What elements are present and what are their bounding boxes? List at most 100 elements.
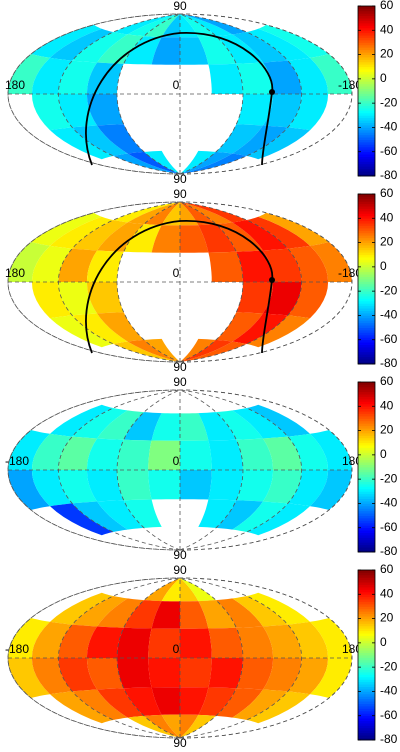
colorbar-slice xyxy=(358,354,375,358)
colorbar-slice xyxy=(358,54,375,58)
orbit-curve xyxy=(85,220,274,354)
colorbar-slice xyxy=(358,501,375,504)
heat-cell xyxy=(113,14,180,35)
x-tick-label: -180 xyxy=(338,266,362,280)
colorbar-slice xyxy=(358,391,375,395)
meridian-tick xyxy=(7,13,181,175)
heat-cell xyxy=(287,57,329,94)
heat-cell xyxy=(86,250,124,282)
heat-cell xyxy=(151,601,180,629)
heat-cell xyxy=(246,216,310,249)
heat-cell xyxy=(208,470,243,501)
colorbar-tick-label: -20 xyxy=(380,95,398,109)
heat-cell xyxy=(208,627,243,658)
heat-cell xyxy=(287,658,329,695)
colorbar-slice xyxy=(358,691,375,695)
heat-cell xyxy=(97,34,145,64)
heat-cell xyxy=(180,601,209,629)
colorbar-slice xyxy=(358,606,375,610)
heat-cell xyxy=(113,202,180,223)
heat-cell xyxy=(144,150,180,174)
colorbar-slice xyxy=(358,110,375,114)
heat-cell xyxy=(232,408,288,439)
colorbar-frame xyxy=(357,381,376,553)
colorbar-slice xyxy=(358,235,375,239)
colorbar-slice xyxy=(358,570,375,573)
y-tick-label: 90 xyxy=(173,563,187,577)
colorbar-slice xyxy=(358,168,375,172)
colorbar-slice xyxy=(358,232,375,236)
colorbar-slice xyxy=(358,589,375,593)
colorbar-slice xyxy=(358,8,375,12)
colorbar-slice xyxy=(358,530,375,533)
colorbar-slice xyxy=(358,220,375,224)
colorbar-slice xyxy=(358,115,375,119)
colorbar-slice xyxy=(358,64,375,68)
colorbar-slice xyxy=(358,652,375,656)
sky-map: 180 0 -180 90 90 60 40 20 0 -20 -40 -60 -80 xyxy=(5,186,398,374)
colorbar-slice xyxy=(358,715,375,719)
heat-cell xyxy=(180,153,247,174)
heat-cell xyxy=(310,242,352,282)
colorbar-slice xyxy=(358,211,375,214)
colorbar-slice xyxy=(358,481,375,485)
heat-cell xyxy=(97,500,145,530)
colorbar-slice xyxy=(358,330,375,333)
meridian-tick xyxy=(7,201,181,363)
colorbar-slice xyxy=(358,47,375,51)
colorbar-slice xyxy=(358,689,375,692)
colorbar-slice xyxy=(358,503,375,507)
colorbar-tick-label: 20 xyxy=(380,423,394,437)
heat-cell xyxy=(50,404,114,437)
heat-cell xyxy=(215,500,263,530)
heat-cell xyxy=(208,63,243,94)
colorbar-slice xyxy=(358,223,375,226)
colorbar-slice xyxy=(358,510,375,514)
colorbar-slice xyxy=(358,249,375,253)
sky-map: -180 0 180 90 90 60 40 20 0 -20 -40 -60 -80 xyxy=(5,562,398,750)
colorbar-slice xyxy=(358,672,375,675)
colorbar-slice xyxy=(358,237,375,241)
y-tick-label: 90 xyxy=(173,0,187,13)
colorbar-slice xyxy=(358,44,375,48)
colorbar-slice xyxy=(358,344,375,348)
heat-cell xyxy=(208,251,243,282)
colorbar-slice xyxy=(358,505,375,509)
heat-cell xyxy=(246,404,310,437)
heat-cell xyxy=(180,202,216,226)
heat-cell xyxy=(148,658,180,688)
heat-cell xyxy=(287,470,329,507)
colorbar-slice xyxy=(358,638,375,641)
heat-cell xyxy=(72,32,128,63)
heat-cell xyxy=(50,592,114,625)
colorbar-tick-label: -60 xyxy=(380,144,398,158)
x-tick-label: -180 xyxy=(5,454,29,468)
colorbar-slice xyxy=(358,225,375,229)
colorbar-slice xyxy=(358,467,375,470)
colorbar-slice xyxy=(358,274,375,277)
heat-cell xyxy=(144,14,180,38)
colorbar-slice xyxy=(358,508,375,512)
heat-cell xyxy=(31,658,73,695)
x-tick-label: 0 xyxy=(173,642,180,656)
colorbar-slice xyxy=(358,667,375,670)
colorbar-slice xyxy=(358,735,375,738)
colorbar-slice xyxy=(358,579,375,583)
heat-cell xyxy=(236,62,274,94)
colorbar-frame xyxy=(357,5,376,177)
x-tick-label: 0 xyxy=(173,266,180,280)
colorbar-slice xyxy=(358,279,375,282)
colorbar-slice xyxy=(358,708,375,712)
colorbar-slice xyxy=(358,259,375,263)
colorbar-slice xyxy=(358,537,375,541)
heat-cell xyxy=(198,412,237,441)
x-tick-label: 180 xyxy=(5,78,25,92)
colorbar-tick-label: 0 xyxy=(380,71,387,85)
heat-cell xyxy=(8,54,50,94)
colorbar-tick-label: -20 xyxy=(380,471,398,485)
colorbar-slice xyxy=(358,35,375,38)
meridian xyxy=(179,577,303,739)
heat-cell xyxy=(31,94,73,131)
x-tick-label: 180 xyxy=(342,642,362,656)
